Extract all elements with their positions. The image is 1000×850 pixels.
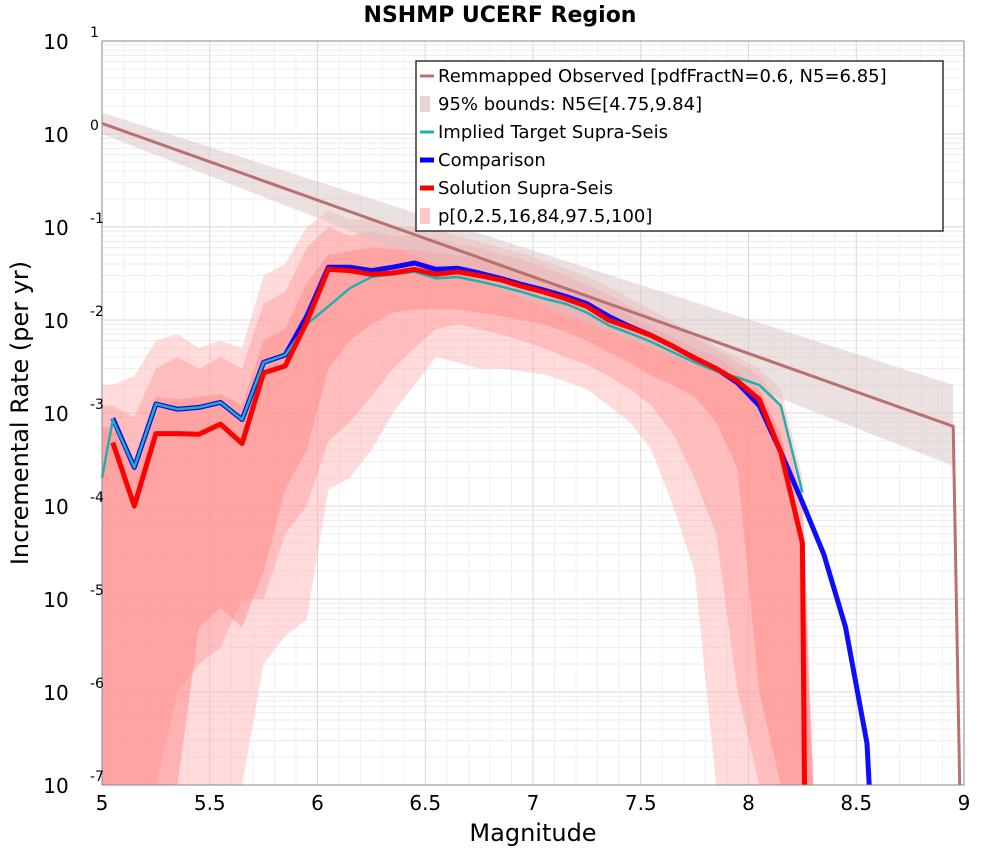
chart-title: NSHMP UCERF Region	[364, 3, 637, 28]
series-line-2	[100, 270, 804, 493]
y-tick-exponent: -2	[90, 304, 104, 320]
legend-swatch	[420, 96, 430, 112]
x-tick-label: 5.5	[194, 791, 226, 815]
legend-label: Remmapped Observed [pdfFractN=0.6, N5=6.…	[438, 66, 887, 87]
legend-swatch	[420, 208, 430, 224]
x-tick-label: 7.5	[625, 791, 657, 815]
y-tick-label: 10	[43, 495, 68, 519]
y-axis-ticks: 10 1 10 0 10 -1 10 -2 10 -3 10 -4 10 -5 10 -6 10 -7	[43, 25, 104, 798]
y-tick-exponent: -6	[90, 676, 104, 692]
band-p16-p84	[102, 247, 814, 786]
legend-label: 95% bounds: N5∈[4.75,9.84]	[438, 94, 702, 115]
series-line-3	[110, 266, 807, 786]
legend: Remmapped Observed [pdfFractN=0.6, N5=6.…	[415, 60, 944, 232]
legend-label: Comparison	[438, 150, 546, 171]
x-tick-label: 5	[96, 791, 109, 815]
x-axis-label: Magnitude	[469, 819, 596, 847]
legend-label: p[0,2.5,16,84,97.5,100]	[438, 206, 652, 227]
y-tick-exponent: -1	[90, 211, 104, 227]
x-tick-label: 8	[742, 791, 755, 815]
y-tick-label: 10	[43, 681, 68, 705]
y-tick-exponent: 0	[90, 118, 99, 134]
y-tick-label: 10	[43, 123, 68, 147]
series-line-0	[101, 121, 962, 786]
x-tick-label: 6.5	[409, 791, 441, 815]
y-axis-label: Incremental Rate (per yr)	[6, 261, 34, 565]
y-tick-label: 10	[43, 30, 68, 54]
series-lines	[100, 121, 962, 786]
legend-box	[415, 60, 944, 232]
plot-frame	[101, 40, 965, 786]
y-tick-label: 10	[43, 216, 68, 240]
x-tick-label: 7	[527, 791, 540, 815]
x-tick-label: 9	[958, 791, 971, 815]
y-tick-label: 10	[43, 309, 68, 333]
x-axis-ticks: 5 5.5 6 6.5 7 7.5 8 8.5 9	[96, 791, 971, 815]
legend-label: Solution Supra-Seis	[438, 178, 613, 199]
x-tick-label: 8.5	[840, 791, 872, 815]
y-tick-exponent: -3	[90, 397, 104, 413]
y-tick-exponent: -4	[90, 490, 104, 506]
percentile-bands	[102, 210, 814, 786]
x-tick-label: 6	[311, 791, 324, 815]
y-tick-label: 10	[43, 588, 68, 612]
legend-label: Implied Target Supra-Seis	[438, 122, 668, 143]
y-tick-exponent: -7	[90, 769, 104, 785]
y-tick-exponent: 1	[90, 25, 99, 41]
y-tick-label: 10	[43, 774, 68, 798]
y-tick-exponent: -5	[90, 583, 104, 599]
y-tick-label: 10	[43, 402, 68, 426]
